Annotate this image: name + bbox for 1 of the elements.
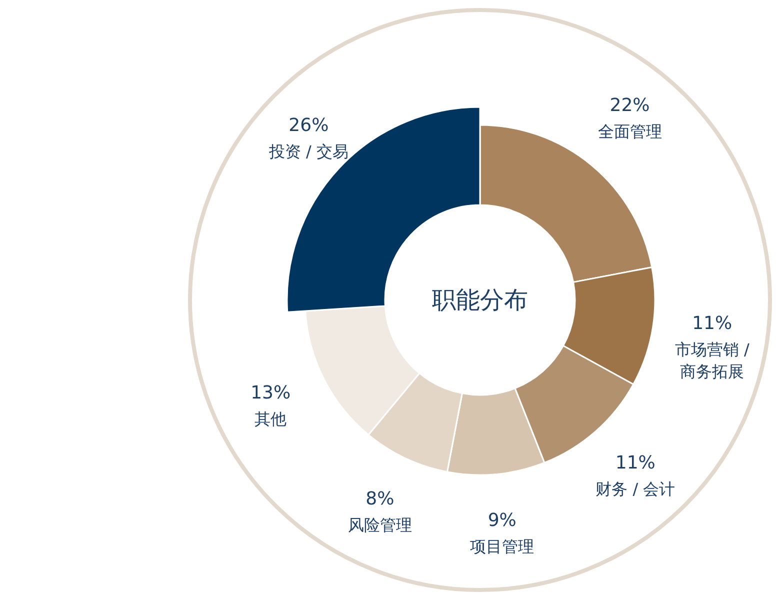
text: 职能分布 [432, 286, 528, 314]
